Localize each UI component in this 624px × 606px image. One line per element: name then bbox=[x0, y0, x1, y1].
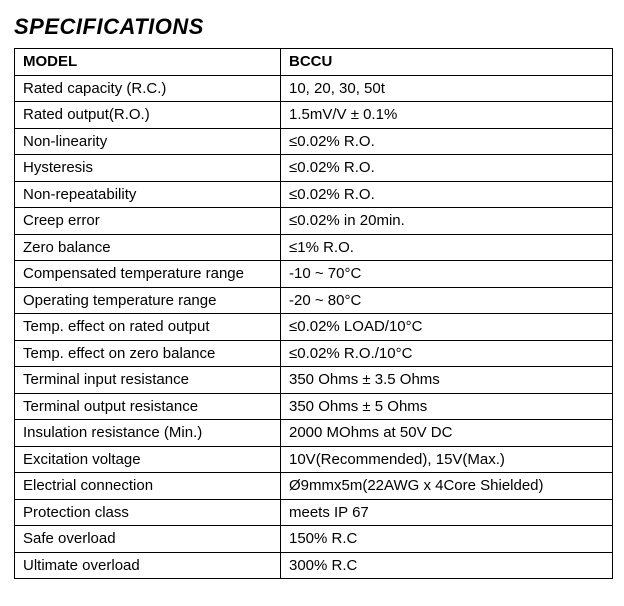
table-row: Protection class meets IP 67 bbox=[15, 499, 613, 526]
table-row: Rated capacity (R.C.) 10, 20, 30, 50t bbox=[15, 75, 613, 102]
table-row: Non-linearity ≤0.02% R.O. bbox=[15, 128, 613, 155]
spec-value: ≤0.02% LOAD/10°C bbox=[281, 314, 613, 341]
spec-label: Temp. effect on rated output bbox=[15, 314, 281, 341]
spec-label: Temp. effect on zero balance bbox=[15, 340, 281, 367]
spec-value: 350 Ohms ± 3.5 Ohms bbox=[281, 367, 613, 394]
table-header-row: MODEL BCCU bbox=[15, 49, 613, 76]
spec-value: 150% R.C bbox=[281, 526, 613, 553]
table-row: Safe overload 150% R.C bbox=[15, 526, 613, 553]
table-row: Terminal input resistance 350 Ohms ± 3.5… bbox=[15, 367, 613, 394]
spec-value: ≤0.02% R.O./10°C bbox=[281, 340, 613, 367]
spec-label: Compensated temperature range bbox=[15, 261, 281, 288]
table-row: Terminal output resistance 350 Ohms ± 5 … bbox=[15, 393, 613, 420]
spec-label: Electrial connection bbox=[15, 473, 281, 500]
spec-label: Non-linearity bbox=[15, 128, 281, 155]
spec-value: 1.5mV/V ± 0.1% bbox=[281, 102, 613, 129]
table-row: Compensated temperature range -10 ~ 70°C bbox=[15, 261, 613, 288]
spec-label: Rated capacity (R.C.) bbox=[15, 75, 281, 102]
spec-value: 2000 MOhms at 50V DC bbox=[281, 420, 613, 447]
spec-value: 300% R.C bbox=[281, 552, 613, 579]
spec-label: Zero balance bbox=[15, 234, 281, 261]
header-value: BCCU bbox=[281, 49, 613, 76]
spec-value: 10V(Recommended), 15V(Max.) bbox=[281, 446, 613, 473]
spec-value: 350 Ohms ± 5 Ohms bbox=[281, 393, 613, 420]
spec-label: Protection class bbox=[15, 499, 281, 526]
table-row: Non-repeatability ≤0.02% R.O. bbox=[15, 181, 613, 208]
spec-label: Excitation voltage bbox=[15, 446, 281, 473]
table-row: Electrial connection Ø9mmx5m(22AWG x 4Co… bbox=[15, 473, 613, 500]
spec-label: Terminal input resistance bbox=[15, 367, 281, 394]
spec-label: Non-repeatability bbox=[15, 181, 281, 208]
spec-value: ≤0.02% R.O. bbox=[281, 128, 613, 155]
spec-label: Hysteresis bbox=[15, 155, 281, 182]
table-row: Temp. effect on zero balance ≤0.02% R.O.… bbox=[15, 340, 613, 367]
spec-value: ≤0.02% R.O. bbox=[281, 155, 613, 182]
spec-label: Insulation resistance (Min.) bbox=[15, 420, 281, 447]
spec-label: Creep error bbox=[15, 208, 281, 235]
table-row: Rated output(R.O.) 1.5mV/V ± 0.1% bbox=[15, 102, 613, 129]
table-row: Ultimate overload 300% R.C bbox=[15, 552, 613, 579]
table-row: Hysteresis ≤0.02% R.O. bbox=[15, 155, 613, 182]
spec-label: Operating temperature range bbox=[15, 287, 281, 314]
table-row: Temp. effect on rated output ≤0.02% LOAD… bbox=[15, 314, 613, 341]
table-row: Creep error ≤0.02% in 20min. bbox=[15, 208, 613, 235]
spec-label: Safe overload bbox=[15, 526, 281, 553]
table-row: Operating temperature range -20 ~ 80°C bbox=[15, 287, 613, 314]
spec-label: Rated output(R.O.) bbox=[15, 102, 281, 129]
spec-label: Ultimate overload bbox=[15, 552, 281, 579]
specifications-table: MODEL BCCU Rated capacity (R.C.) 10, 20,… bbox=[14, 48, 613, 579]
table-row: Insulation resistance (Min.) 2000 MOhms … bbox=[15, 420, 613, 447]
spec-value: ≤0.02% R.O. bbox=[281, 181, 613, 208]
spec-value: ≤0.02% in 20min. bbox=[281, 208, 613, 235]
spec-value: -10 ~ 70°C bbox=[281, 261, 613, 288]
specifications-title: SPECIFICATIONS bbox=[14, 14, 614, 40]
table-row: Excitation voltage 10V(Recommended), 15V… bbox=[15, 446, 613, 473]
spec-value: -20 ~ 80°C bbox=[281, 287, 613, 314]
header-model: MODEL bbox=[15, 49, 281, 76]
spec-label: Terminal output resistance bbox=[15, 393, 281, 420]
table-row: Zero balance ≤1% R.O. bbox=[15, 234, 613, 261]
specifications-page: SPECIFICATIONS MODEL BCCU Rated capacity… bbox=[0, 0, 624, 599]
spec-value: Ø9mmx5m(22AWG x 4Core Shielded) bbox=[281, 473, 613, 500]
spec-value: 10, 20, 30, 50t bbox=[281, 75, 613, 102]
spec-value: ≤1% R.O. bbox=[281, 234, 613, 261]
spec-value: meets IP 67 bbox=[281, 499, 613, 526]
